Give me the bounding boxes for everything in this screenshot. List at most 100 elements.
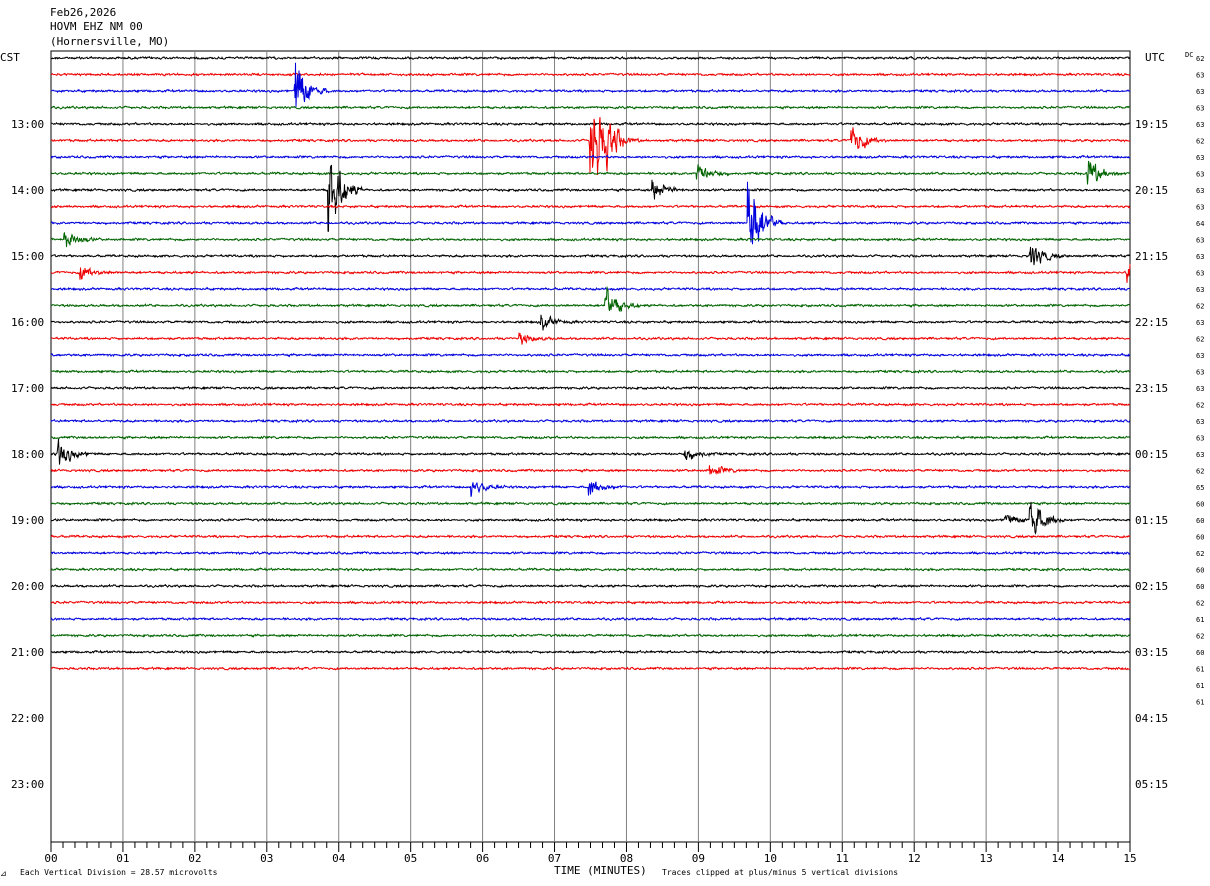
utc-hour-label: 22:15 [1135,316,1168,329]
right-axis-title: UTC [1145,51,1165,64]
trace-10 [50,181,1131,245]
scale-note: Each Vertical Division = 28.57 microvolt… [20,868,218,877]
dc-offset-value: 60 [1196,583,1204,591]
axis-labels: 00 01 02 03 04 05 06 07 08 09 10 11 12 13 14 15 13:00 14:… [11,55,1204,865]
utc-hour-label: 03:15 [1135,646,1168,659]
dc-offset-value: 63 [1196,72,1204,80]
dc-offset-value: 65 [1196,484,1204,492]
dc-offset-value: 60 [1196,649,1204,657]
utc-hour-label: 04:15 [1135,712,1168,725]
dc-offset-value: 62 [1196,303,1204,311]
dc-offset-value: 63 [1196,204,1204,212]
cst-hour-label: 16:00 [11,316,44,329]
trace-6 [50,154,1131,160]
cst-hour-label: 20:00 [11,580,44,593]
x-tick-label: 06 [476,852,489,865]
x-tick-label: 08 [620,852,633,865]
dc-offset-value: 63 [1196,286,1204,294]
trace-17 [50,331,1131,345]
trace-31 [50,567,1131,572]
trace-34 [50,616,1130,622]
dc-offset-value: 63 [1196,187,1204,195]
trace-7 [50,160,1131,185]
trace-21 [50,402,1130,407]
trace-3 [50,105,1131,110]
dc-offset-value: 61 [1196,682,1204,690]
dc-offset-value: 63 [1196,121,1204,129]
trace-30 [50,550,1131,556]
left-axis-title: CST [0,51,20,64]
trace-36 [50,649,1131,655]
trace-16 [50,314,1131,331]
trace-2 [50,62,1131,107]
dc-offset-value: 60 [1196,567,1204,575]
trace-37 [50,666,1131,671]
station-name: HOVM EHZ NM 00 [50,20,143,33]
dc-offset-value: 63 [1196,105,1204,113]
dc-offset-value: 63 [1196,435,1204,443]
trace-33 [50,600,1131,605]
trace-23 [50,435,1131,440]
dc-offset-value: 62 [1196,600,1204,608]
dc-offset-value: 63 [1196,270,1204,278]
trace-27 [50,501,1131,506]
dc-offset-value: 61 [1196,616,1204,624]
utc-hour-label: 21:15 [1135,250,1168,263]
utc-hour-label: 02:15 [1135,580,1168,593]
dc-offset-value: 63 [1196,88,1204,96]
x-tick-label: 11 [836,852,849,865]
cst-hour-label: 18:00 [11,448,44,461]
dc-offset-value: 61 [1196,699,1204,707]
trace-14 [50,286,1131,292]
x-tick-label: 00 [44,852,57,865]
trace-18 [50,352,1131,358]
dc-offset-value: 60 [1196,534,1204,542]
utc-hour-label: 23:15 [1135,382,1168,395]
cst-hour-label: 23:00 [11,778,44,791]
x-tick-label: 14 [1051,852,1065,865]
trace-32 [50,583,1131,589]
cst-hour-label: 14:00 [11,184,44,197]
utc-hour-label: 01:15 [1135,514,1168,527]
dc-offset-value: 62 [1196,633,1204,641]
trace-29 [50,534,1131,539]
x-tick-label: 01 [116,852,129,865]
cst-hour-label: 22:00 [11,712,44,725]
dc-offset-value: 62 [1196,55,1204,63]
trace-12 [51,246,1131,266]
plot-date: Feb26,2026 [50,6,116,19]
dc-offset-value: 63 [1196,171,1204,179]
dc-offset-value: 62 [1196,550,1204,558]
x-tick-label: 07 [548,852,561,865]
trace-11 [50,232,1131,248]
clip-note: Traces clipped at plus/minus 5 vertical … [662,868,898,877]
trace-13 [50,263,1131,283]
x-axis-label: TIME (MINUTES) [554,864,647,877]
trace-26 [50,481,1131,497]
x-tick-label: 09 [692,852,705,865]
x-tick-label: 13 [980,852,993,865]
dc-offset-value: 63 [1196,154,1204,162]
dc-offset-value: 63 [1196,451,1204,459]
corner-mark: ⊿ [0,869,7,878]
dc-offset-value: 63 [1196,385,1204,393]
time-grid [50,50,1131,852]
trace-19 [50,369,1131,374]
x-tick-label: 04 [332,852,346,865]
dc-offset-value: 60 [1196,517,1204,525]
station-location: (Hornersville, MO) [50,35,169,48]
trace-9 [50,204,1131,209]
dc-offset-value: 63 [1196,352,1204,360]
dc-offset-value: 61 [1196,666,1204,674]
dc-offset-value: 63 [1196,418,1204,426]
dc-offset-value: 62 [1196,468,1204,476]
dc-offset-value: 63 [1196,369,1204,377]
dc-offset-value: 63 [1196,253,1204,261]
trace-35 [51,633,1131,638]
trace-20 [50,385,1131,391]
dc-offset-value: 63 [1196,319,1204,327]
x-tick-label: 03 [260,852,273,865]
trace-4 [50,121,1131,127]
dc-offset-value: 60 [1196,501,1204,509]
